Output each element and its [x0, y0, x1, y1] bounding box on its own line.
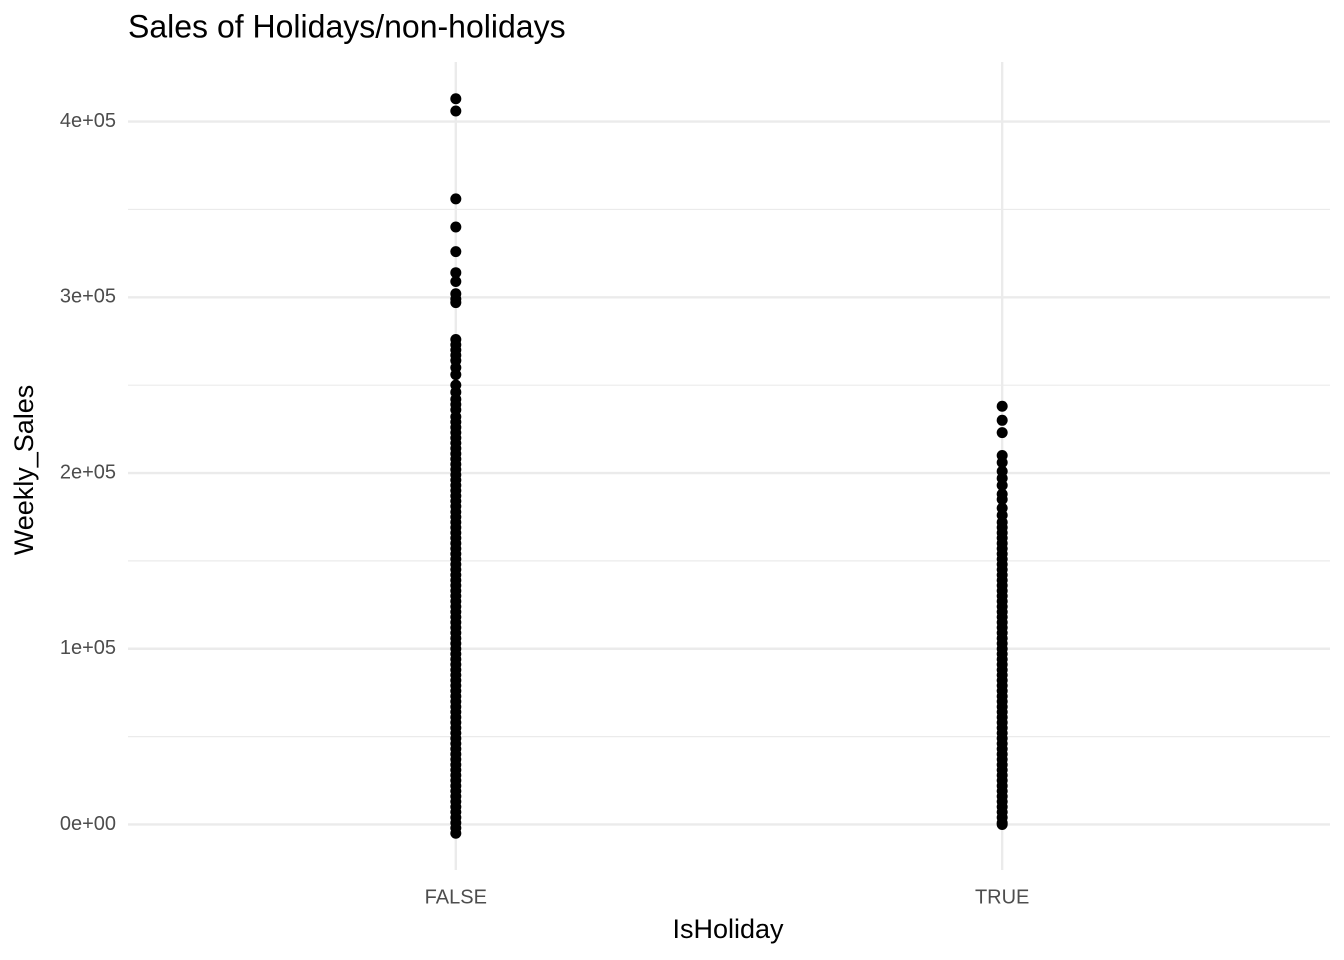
- y-tick-label: 3e+05: [60, 286, 116, 308]
- point: [450, 246, 462, 258]
- point: [996, 456, 1008, 468]
- point: [450, 267, 462, 279]
- point: [450, 275, 462, 287]
- point: [996, 818, 1008, 830]
- point: [450, 193, 462, 205]
- x-tick-label: FALSE: [425, 886, 487, 908]
- x-axis-label: IsHoliday: [672, 914, 784, 944]
- y-tick-label: 1e+05: [60, 637, 116, 659]
- x-tick-label: TRUE: [975, 886, 1029, 908]
- y-tick-label: 2e+05: [60, 461, 116, 483]
- y-axis-label: Weekly_Sales: [9, 385, 39, 556]
- point: [450, 827, 462, 839]
- point: [996, 400, 1008, 412]
- chart-title: Sales of Holidays/non-holidays: [128, 8, 566, 44]
- point: [450, 297, 462, 309]
- y-tick-label: 0e+00: [60, 813, 116, 835]
- point: [450, 93, 462, 105]
- point: [450, 105, 462, 117]
- y-tick-label: 4e+05: [60, 110, 116, 132]
- point: [996, 414, 1008, 426]
- point: [450, 369, 462, 381]
- point: [996, 427, 1008, 439]
- point: [996, 493, 1008, 505]
- point: [450, 221, 462, 233]
- point: [996, 479, 1008, 491]
